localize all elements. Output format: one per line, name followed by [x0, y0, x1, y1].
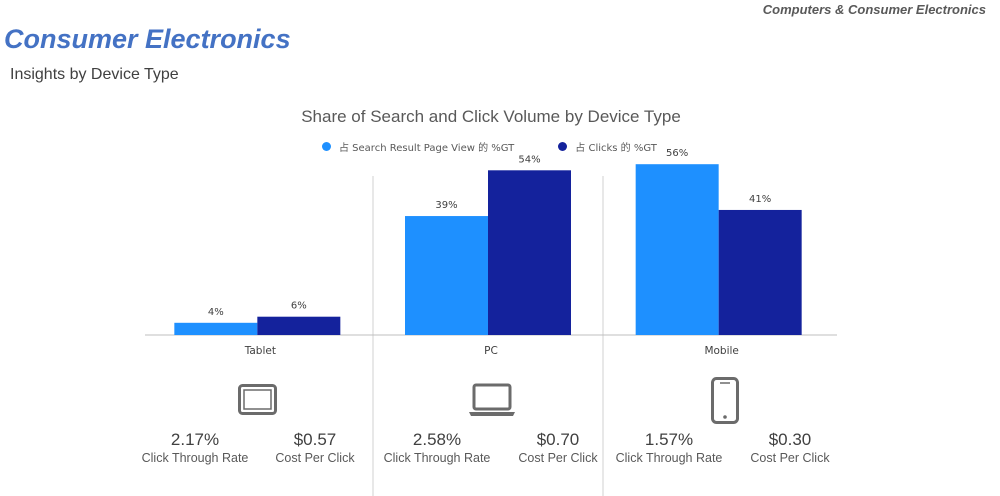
legend-item-clicks: 占 Clicks 的 %GT	[558, 139, 657, 154]
bar-pc-clicks	[488, 170, 571, 335]
data-label-tablet-search: 4%	[208, 307, 224, 318]
pc-cpc-value: $0.70	[536, 430, 580, 449]
data-label-pc-search: 39%	[435, 200, 457, 211]
mobile-ctr-label: Click Through Rate	[615, 451, 723, 465]
bar-pc-search	[405, 216, 488, 335]
smartphone-icon	[711, 377, 739, 424]
tablet-icon	[238, 384, 277, 415]
mobile-cpc-label: Cost Per Click	[750, 451, 830, 465]
pc-cpc: $0.70 Cost Per Click	[513, 430, 603, 465]
bar-tablet-clicks	[257, 316, 341, 335]
tablet-ctr-value: 2.17%	[170, 430, 220, 449]
pc-ctr-label: Click Through Rate	[383, 451, 491, 465]
mobile-ctr-value: 1.57%	[644, 430, 694, 449]
tablet-ctr: 2.17% Click Through Rate	[140, 430, 250, 465]
tablet-cpc-label: Cost Per Click	[275, 451, 355, 465]
legend-swatch-clicks	[558, 142, 568, 151]
data-label-mobile-clicks: 41%	[749, 194, 771, 205]
tablet-cpc-value: $0.57	[293, 430, 337, 449]
data-label-mobile-search: 56%	[666, 148, 688, 159]
chart-legend: 占 Search Result Page View 的 %GT 占 Clicks…	[322, 139, 657, 154]
bar-tablet-search	[174, 322, 258, 335]
pc-cpc-label: Cost Per Click	[518, 451, 598, 465]
bar-group: 4% 6% Tablet 39% 54% PC 56% 41% Mobile	[145, 148, 837, 496]
mobile-cpc: $0.30 Cost Per Click	[745, 430, 835, 465]
bar-mobile-clicks	[718, 209, 802, 335]
tablet-cpc: $0.57 Cost Per Click	[270, 430, 360, 465]
report-category: Computers & Consumer Electronics	[762, 2, 986, 17]
legend-swatch-search	[322, 142, 331, 151]
data-label-tablet-clicks: 6%	[291, 301, 307, 312]
tablet-ctr-label: Click Through Rate	[141, 451, 249, 465]
laptop-icon	[469, 383, 515, 416]
page-subtitle: Insights by Device Type	[10, 66, 179, 83]
mobile-cpc-value: $0.30	[768, 430, 812, 449]
data-label-pc-clicks: 54%	[518, 154, 540, 165]
pc-ctr: 2.58% Click Through Rate	[382, 430, 492, 465]
x-tick-label-mobile: Mobile	[704, 345, 738, 357]
chart-title: Share of Search and Click Volume by Devi…	[301, 107, 681, 126]
legend-label-clicks: 占 Clicks 的 %GT	[575, 143, 657, 154]
mobile-ctr: 1.57% Click Through Rate	[614, 430, 724, 465]
pc-ctr-value: 2.58%	[412, 430, 462, 449]
x-tick-label-tablet: Tablet	[244, 345, 276, 357]
bar-mobile-search	[635, 164, 719, 335]
x-tick-label-pc: PC	[484, 345, 498, 357]
legend-label-search: 占 Search Result Page View 的 %GT	[339, 143, 515, 154]
page-title: Consumer Electronics	[4, 24, 291, 54]
legend-item-search: 占 Search Result Page View 的 %GT	[322, 139, 514, 154]
